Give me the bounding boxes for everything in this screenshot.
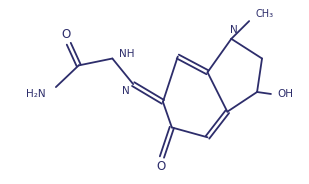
Text: O: O bbox=[156, 160, 166, 173]
Text: H₂N: H₂N bbox=[26, 89, 46, 99]
Text: CH₃: CH₃ bbox=[255, 9, 273, 19]
Text: NH: NH bbox=[119, 49, 135, 59]
Text: OH: OH bbox=[277, 89, 293, 99]
Text: O: O bbox=[61, 28, 70, 41]
Text: N: N bbox=[231, 25, 238, 35]
Text: N: N bbox=[122, 86, 130, 96]
